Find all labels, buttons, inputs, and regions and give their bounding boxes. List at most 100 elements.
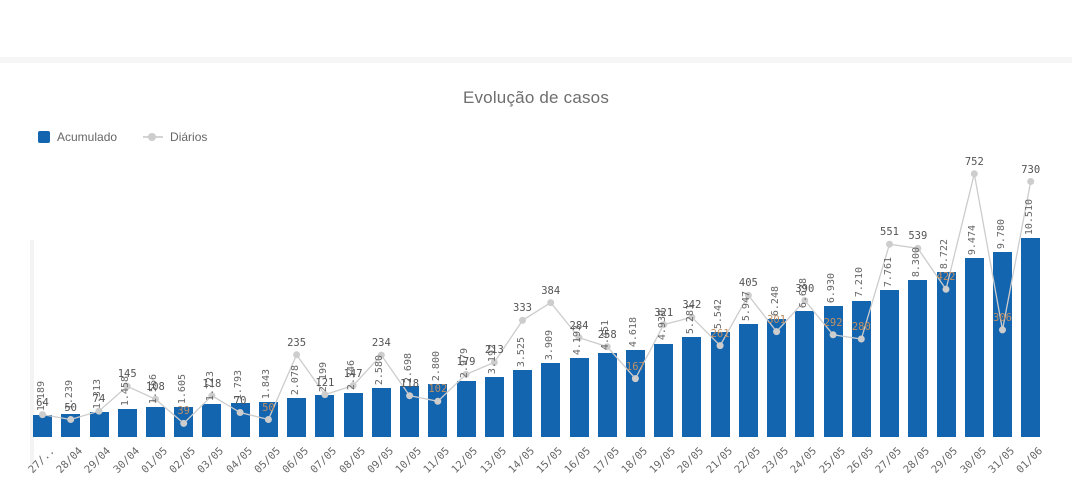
line-point-28/05[interactable] — [914, 244, 922, 252]
bar-12/05[interactable] — [456, 380, 476, 437]
acumulado-label-05/05: 1.843 — [261, 369, 273, 400]
bar-29/04[interactable] — [89, 412, 109, 437]
acumulado-label-02/05: 1.605 — [176, 373, 188, 404]
line-point-06/05[interactable] — [293, 351, 301, 359]
line-point-25/05[interactable] — [829, 331, 837, 339]
line-point-30/04[interactable] — [123, 382, 131, 390]
line-point-03/05[interactable] — [208, 392, 216, 400]
bar-25/05[interactable] — [823, 305, 843, 437]
line-point-02/05[interactable] — [180, 419, 188, 427]
diario-label-04/05: 70 — [233, 394, 247, 407]
diario-label-17/05: 258 — [597, 328, 617, 341]
diario-label-15/05: 384 — [541, 284, 561, 297]
line-point-27/..[interactable] — [39, 411, 46, 419]
bar-04/05[interactable] — [230, 403, 250, 437]
line-point-15/05[interactable] — [547, 299, 555, 307]
diario-label-16/05: 284 — [569, 319, 589, 332]
line-point-23/05[interactable] — [773, 328, 781, 336]
diario-label-29/05: 422 — [936, 271, 956, 284]
bar-01/05[interactable] — [145, 407, 165, 437]
line-point-20/05[interactable] — [688, 313, 696, 321]
diario-label-23/05: 301 — [767, 313, 787, 326]
line-point-14/05[interactable] — [519, 316, 526, 324]
bar-24/05[interactable] — [795, 311, 815, 437]
legend-line-swatch-icon — [143, 132, 164, 142]
diario-label-11/05: 102 — [428, 383, 448, 396]
line-point-04/05[interactable] — [236, 409, 244, 416]
bar-20/05[interactable] — [682, 337, 702, 437]
bar-28/05[interactable] — [908, 279, 928, 437]
bar-26/05[interactable] — [851, 300, 871, 437]
line-point-12/05[interactable] — [462, 370, 470, 378]
bar-21/05[interactable] — [710, 332, 730, 437]
line-point-21/05[interactable] — [716, 342, 724, 350]
bar-07/05[interactable] — [315, 395, 335, 437]
diario-label-18/05: 167 — [625, 360, 645, 373]
bar-13/05[interactable] — [484, 376, 504, 437]
line-point-19/05[interactable] — [660, 321, 668, 329]
line-point-29/05[interactable] — [942, 285, 950, 293]
diario-label-14/05: 333 — [513, 302, 532, 315]
bar-09/05[interactable] — [371, 388, 391, 437]
diario-label-21/05: 261 — [710, 327, 730, 340]
line-point-11/05[interactable] — [434, 397, 442, 405]
bar-27/05[interactable] — [880, 290, 899, 437]
line-point-13/05[interactable] — [490, 358, 498, 366]
line-point-30/05[interactable] — [970, 170, 978, 178]
line-point-18/05[interactable] — [631, 375, 639, 383]
bar-18/05[interactable] — [625, 349, 645, 437]
bar-31/05[interactable] — [993, 251, 1012, 437]
line-point-01/06[interactable] — [1027, 178, 1035, 185]
bar-10/05[interactable] — [400, 385, 420, 437]
bar-30/05[interactable] — [964, 257, 984, 437]
line-point-27/05[interactable] — [886, 240, 893, 248]
bar-23/05[interactable] — [767, 318, 787, 437]
bar-06/05[interactable] — [287, 397, 307, 437]
line-point-16/05[interactable] — [575, 334, 583, 342]
diario-label-05/05: 50 — [262, 401, 275, 414]
line-point-31/05[interactable] — [999, 326, 1006, 334]
acumulado-label-06/05: 2.078 — [289, 364, 301, 395]
legend-item-acumulado[interactable]: Acumulado — [38, 130, 117, 144]
legend-item-diarios[interactable]: Diários — [143, 130, 207, 144]
legend-label-diarios: Diários — [170, 130, 208, 144]
acumulado-label-18/05: 4.618 — [628, 316, 640, 347]
bar-28/04[interactable] — [61, 413, 81, 437]
line-point-28/04[interactable] — [67, 416, 75, 423]
bar-15/05[interactable] — [541, 363, 561, 437]
line-point-22/05[interactable] — [744, 291, 752, 299]
line-point-09/05[interactable] — [377, 351, 385, 359]
diario-label-09/05: 234 — [371, 337, 391, 350]
bar-29/05[interactable] — [936, 271, 956, 437]
bar-27/..[interactable] — [33, 414, 52, 437]
bar-01/06[interactable] — [1021, 238, 1041, 437]
bar-14/05[interactable] — [513, 370, 532, 437]
line-point-17/05[interactable] — [603, 343, 611, 351]
left-gap — [30, 240, 34, 465]
line-point-01/05[interactable] — [151, 395, 159, 403]
acumulado-label-27/05: 7.761 — [882, 257, 894, 288]
bar-22/05[interactable] — [738, 324, 758, 437]
acumulado-label-21/05: 5.542 — [713, 299, 725, 330]
bar-08/05[interactable] — [343, 392, 363, 437]
bar-16/05[interactable] — [569, 357, 589, 437]
bar-17/05[interactable] — [597, 352, 617, 437]
bar-03/05[interactable] — [202, 404, 222, 437]
line-point-10/05[interactable] — [406, 392, 414, 400]
line-point-24/05[interactable] — [801, 297, 809, 304]
line-point-05/05[interactable] — [264, 416, 272, 423]
acumulado-label-31/05: 9.780 — [995, 218, 1007, 249]
acumulado-label-11/05: 2.800 — [430, 350, 442, 381]
bar-19/05[interactable] — [654, 343, 674, 437]
line-point-07/05[interactable] — [321, 391, 329, 399]
legend-label-acumulado: Acumulado — [57, 130, 118, 144]
bar-30/04[interactable] — [117, 409, 137, 437]
diario-label-12/05: 179 — [456, 356, 476, 369]
line-point-08/05[interactable] — [349, 382, 357, 390]
acumulado-label-30/05: 9.474 — [967, 224, 979, 255]
line-point-26/05[interactable] — [857, 335, 865, 343]
diario-label-29/04: 74 — [92, 393, 106, 406]
acumulado-label-01/06: 10.510 — [1023, 198, 1035, 235]
line-point-29/04[interactable] — [95, 407, 103, 415]
